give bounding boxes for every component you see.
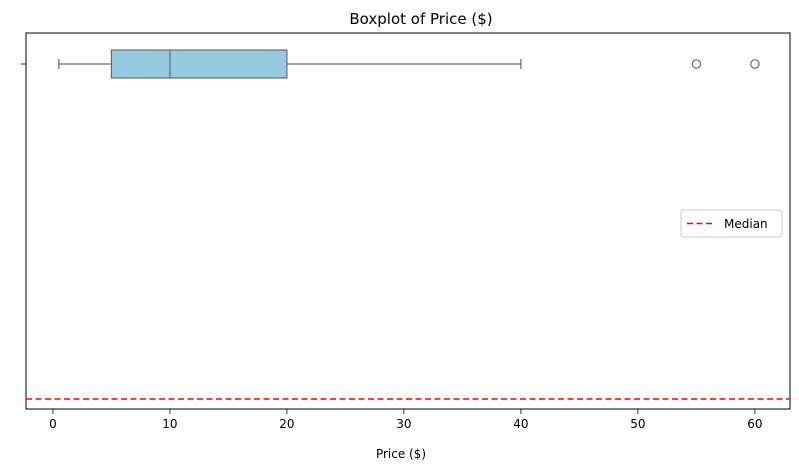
x-axis-label: Price ($) [376, 447, 426, 461]
outlier-point [750, 59, 760, 69]
x-tick-label: 30 [396, 417, 411, 431]
x-tick-label: 60 [747, 417, 762, 431]
legend: Median [680, 209, 783, 238]
chart-title: Boxplot of Price ($) [349, 10, 492, 28]
x-tick-label: 40 [513, 417, 528, 431]
x-tick-label: 50 [630, 417, 645, 431]
legend-label-median: Median [724, 217, 768, 231]
x-tick-label: 20 [279, 417, 294, 431]
legend-frame [680, 209, 783, 238]
outlier-point [691, 59, 702, 69]
x-tick-label: 0 [49, 417, 57, 431]
boxplot-series [58, 49, 760, 79]
iqr-box [110, 49, 288, 79]
x-ticks: 0 10 20 30 40 50 60 [49, 409, 763, 431]
plot-area [25, 32, 791, 410]
x-tick-label: 10 [162, 417, 177, 431]
